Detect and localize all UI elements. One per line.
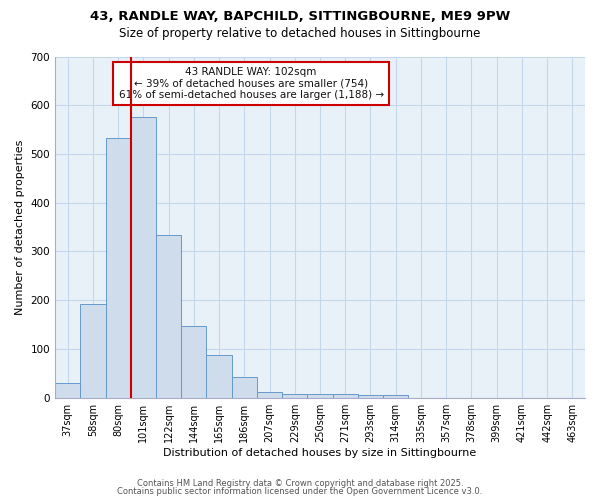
Text: 43 RANDLE WAY: 102sqm
← 39% of detached houses are smaller (754)
61% of semi-det: 43 RANDLE WAY: 102sqm ← 39% of detached … bbox=[119, 66, 383, 100]
Bar bbox=[332, 394, 358, 398]
Bar bbox=[383, 396, 409, 398]
Text: Size of property relative to detached houses in Sittingbourne: Size of property relative to detached ho… bbox=[119, 28, 481, 40]
Bar bbox=[181, 326, 206, 398]
Bar bbox=[80, 304, 106, 398]
Bar bbox=[55, 383, 80, 398]
Bar bbox=[131, 118, 156, 398]
Y-axis label: Number of detached properties: Number of detached properties bbox=[15, 140, 25, 315]
Bar bbox=[106, 138, 131, 398]
Bar bbox=[206, 356, 232, 398]
Bar bbox=[257, 392, 282, 398]
Text: Contains HM Land Registry data © Crown copyright and database right 2025.: Contains HM Land Registry data © Crown c… bbox=[137, 478, 463, 488]
Bar bbox=[307, 394, 332, 398]
Text: Contains public sector information licensed under the Open Government Licence v3: Contains public sector information licen… bbox=[118, 487, 482, 496]
X-axis label: Distribution of detached houses by size in Sittingbourne: Distribution of detached houses by size … bbox=[163, 448, 476, 458]
Bar bbox=[232, 377, 257, 398]
Bar bbox=[358, 396, 383, 398]
Text: 43, RANDLE WAY, BAPCHILD, SITTINGBOURNE, ME9 9PW: 43, RANDLE WAY, BAPCHILD, SITTINGBOURNE,… bbox=[90, 10, 510, 23]
Bar bbox=[282, 394, 307, 398]
Bar bbox=[156, 236, 181, 398]
